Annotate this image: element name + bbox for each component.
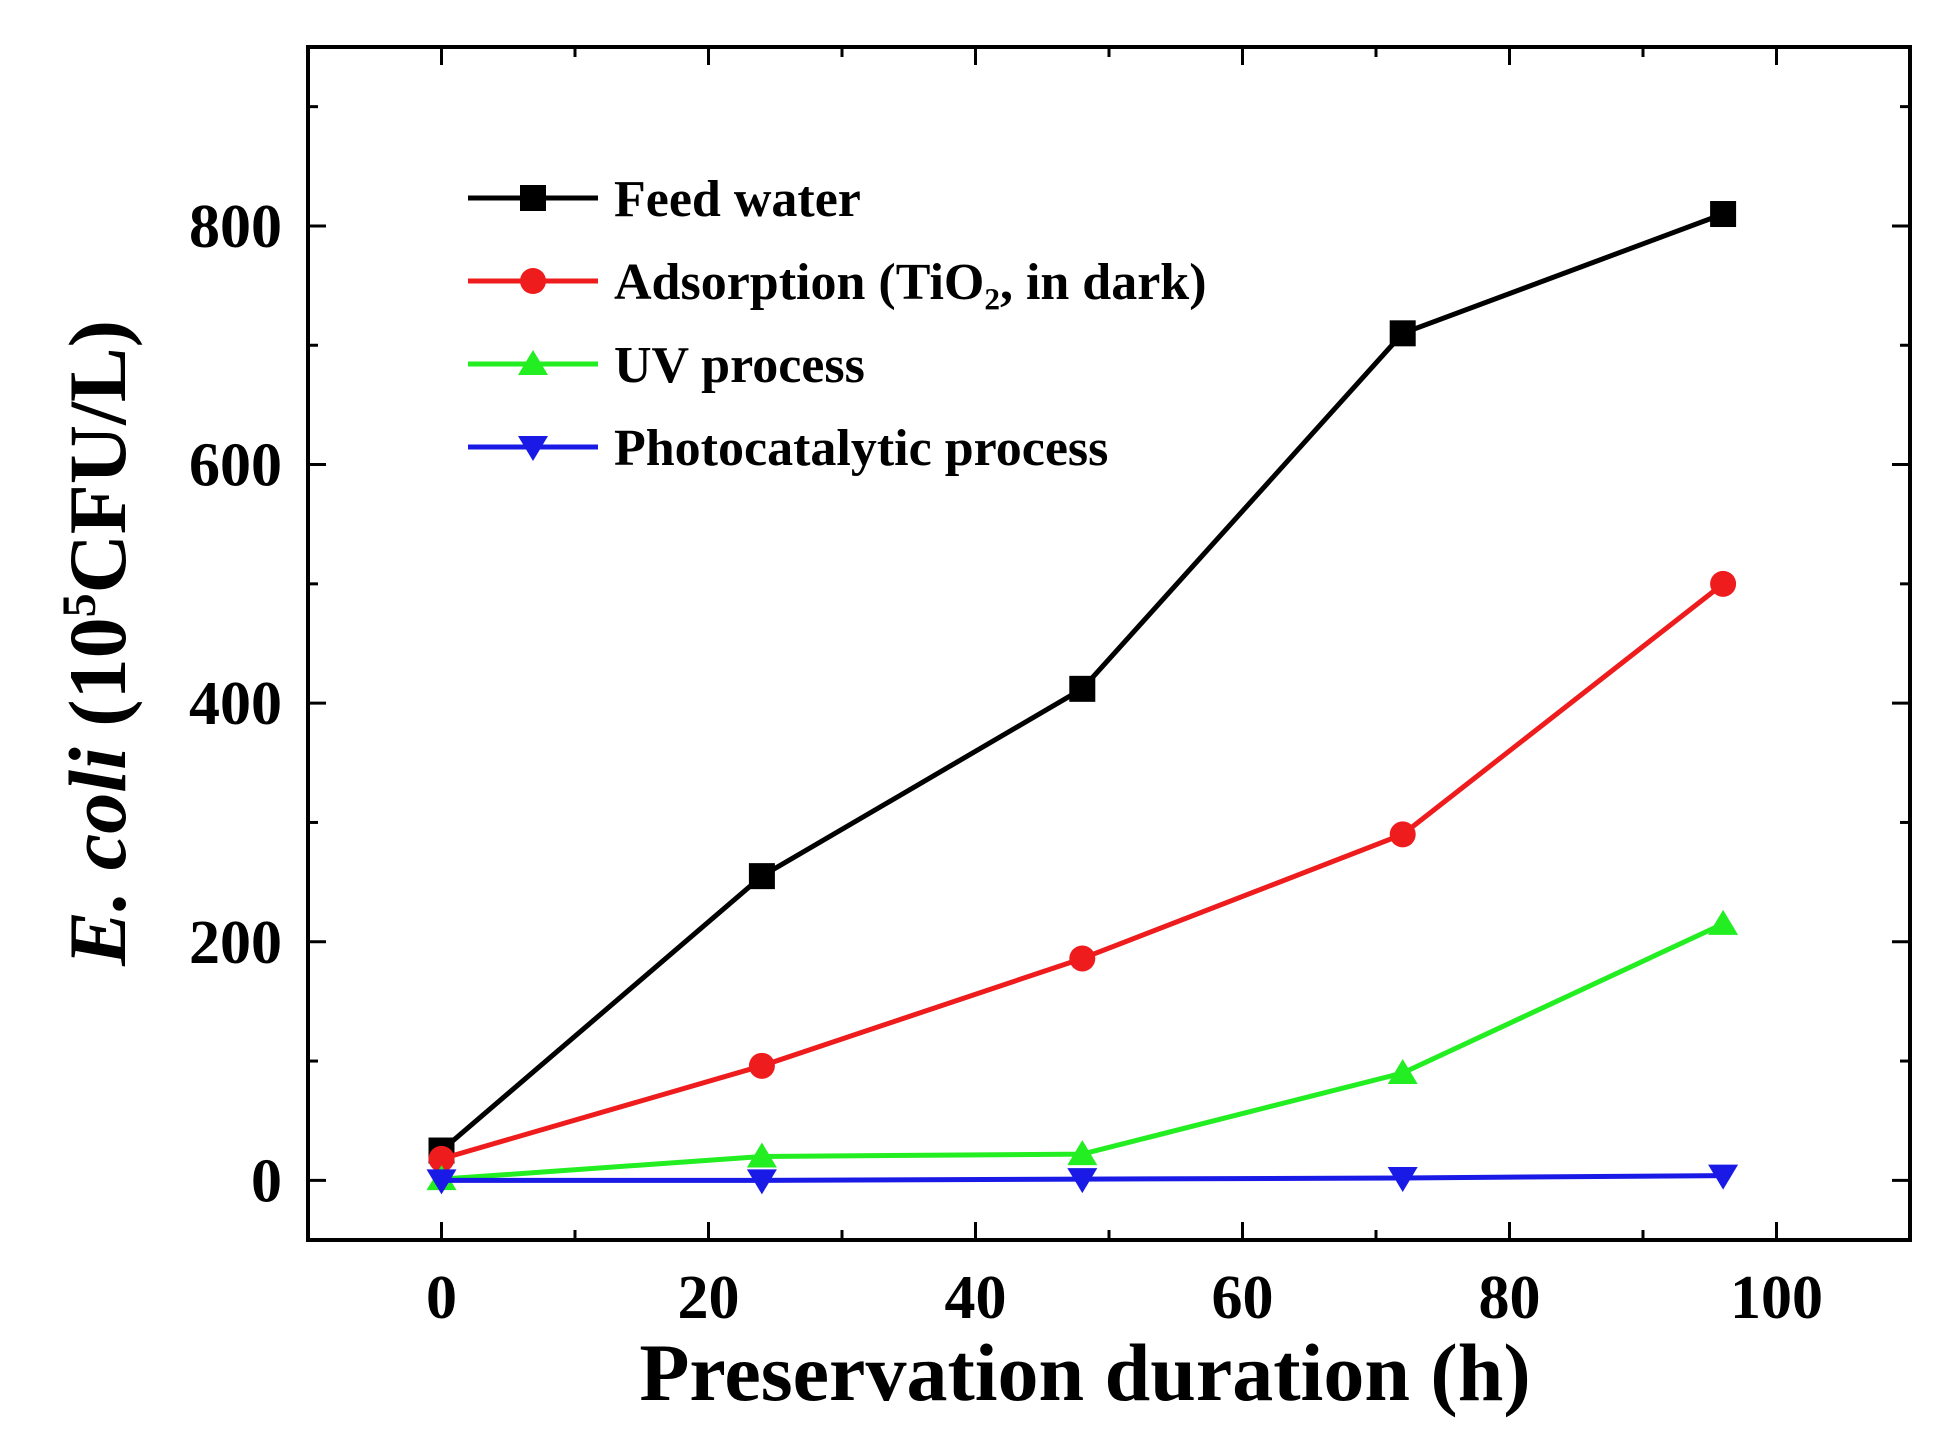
x-tick-label: 20 [678, 1264, 740, 1332]
data-point [1387, 1058, 1418, 1084]
data-point [1069, 945, 1096, 972]
legend-marker [520, 268, 546, 294]
x-tick-label: 40 [945, 1264, 1007, 1332]
y-tick-label: 800 [189, 193, 282, 261]
legend-label: Photocatalytic process [614, 420, 1108, 477]
x-axis-ticks: 0 20 40 60 80 100 [426, 47, 1823, 1332]
series-adsorption-tio-in-dark [428, 570, 1737, 1172]
data-point [746, 1169, 777, 1195]
y-axis-title-open: (10 [52, 617, 143, 747]
y-tick-label: 600 [189, 432, 282, 500]
legend-label: Adsorption (TiO₂, in dark) [614, 254, 1207, 311]
y-tick-label: 0 [251, 1147, 282, 1215]
legend: Feed water Adsorption (TiO₂, in dark) UV p… [468, 171, 1207, 477]
y-axis-title-superscript: 5 [53, 593, 106, 617]
data-point [426, 1169, 457, 1195]
y-axis-ticks: 0 200 400 600 800 [189, 105, 1910, 1215]
series-line [440, 581, 1725, 1162]
data-point [1067, 1168, 1098, 1194]
data-point [748, 1052, 775, 1079]
x-tick-label: 80 [1479, 1264, 1541, 1332]
x-tick-label: 60 [1212, 1264, 1274, 1332]
data-point [1710, 570, 1737, 597]
legend-item: Photocatalytic process [468, 420, 1108, 477]
data-point [746, 1142, 777, 1168]
data-point [748, 863, 775, 890]
data-point [1389, 320, 1416, 347]
legend-label: Feed water [614, 171, 861, 228]
series-photocatalytic-process [426, 1164, 1739, 1195]
legend-item: Adsorption (TiO₂, in dark) [468, 254, 1207, 311]
data-point [1708, 1164, 1739, 1190]
legend-marker [520, 185, 546, 211]
legend-marker [518, 350, 548, 375]
y-tick-label: 400 [189, 670, 282, 738]
y-axis-title-italic: E. coli [52, 747, 143, 967]
data-point [1389, 821, 1416, 848]
y-tick-label: 200 [189, 909, 282, 977]
data-point [1708, 909, 1739, 935]
x-tick-label: 100 [1730, 1264, 1823, 1332]
legend-item: UV process [468, 337, 865, 394]
data-point [1069, 675, 1096, 702]
series-layer [426, 201, 1739, 1195]
data-point [1387, 1166, 1418, 1192]
data-point [1710, 201, 1737, 228]
y-axis-title-close: CFU/L) [52, 320, 143, 593]
data-point [1067, 1140, 1098, 1166]
x-tick-label: 0 [426, 1264, 457, 1332]
data-point [428, 1145, 455, 1172]
legend-marker [518, 436, 548, 461]
legend-label: UV process [614, 337, 865, 394]
legend-item: Feed water [468, 171, 861, 228]
x-axis-title: Preservation duration (h) [639, 1327, 1530, 1418]
y-axis-title: E. coli (105CFU/L) [52, 320, 143, 967]
